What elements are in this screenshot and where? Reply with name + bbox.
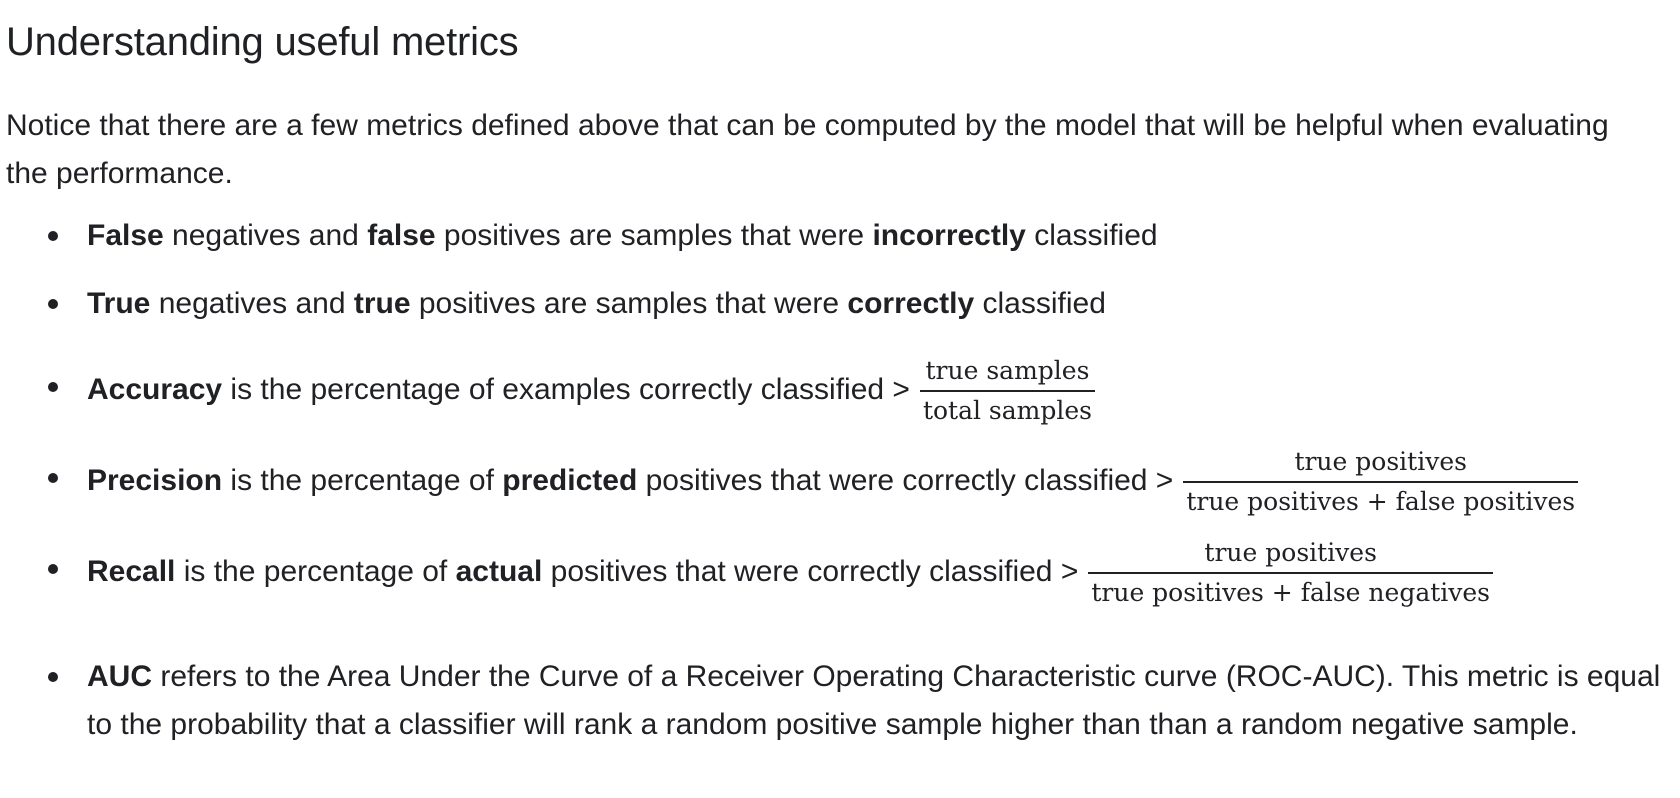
bold-term: Recall xyxy=(87,554,176,588)
bold-term: Accuracy xyxy=(87,372,223,406)
fraction-denominator: true positives + false positives xyxy=(1186,487,1576,516)
fraction-denominator: total samples xyxy=(922,396,1092,425)
bullet-dot xyxy=(48,382,58,392)
text-run: is the percentage of xyxy=(175,554,456,588)
bullet-dot xyxy=(48,231,58,241)
fraction-denominator: true positives + false negatives xyxy=(1091,578,1491,607)
bold-term: incorrectly xyxy=(872,219,1026,252)
bullet-dot xyxy=(48,672,58,682)
text-run: positives are samples that were xyxy=(435,219,873,252)
list-item-text: True negatives and true positives are sa… xyxy=(87,280,1106,328)
bullet-dot xyxy=(48,473,58,483)
text-run: positives that were correctly classified… xyxy=(637,463,1174,497)
fraction-numerator: true positives xyxy=(1183,447,1579,483)
precision-fraction: true positives true positives + false pos… xyxy=(1183,447,1579,517)
text-run: is the percentage of examples correctly … xyxy=(222,372,910,406)
list-item-text: Precision is the percentage of predicted… xyxy=(87,447,1579,517)
list-item-text: Recall is the percentage of actual posit… xyxy=(87,538,1494,608)
text-run: positives that were correctly classified… xyxy=(542,554,1079,588)
bold-term: Precision xyxy=(87,463,223,497)
bold-term: predicted xyxy=(502,463,638,497)
text-run: refers to the Area Under the Curve of a … xyxy=(87,660,1661,741)
bold-term: true xyxy=(353,287,411,320)
text-run: classified xyxy=(974,287,1106,320)
text-run: is the percentage of xyxy=(222,463,503,497)
section-heading: Understanding useful metrics xyxy=(6,20,519,64)
list-item-text: Accuracy is the percentage of examples c… xyxy=(87,356,1095,426)
accuracy-fraction: true samples total samples xyxy=(919,356,1095,426)
text-run: negatives and xyxy=(163,219,368,252)
text-run: negatives and xyxy=(150,287,354,320)
intro-paragraph: Notice that there are a few metrics defi… xyxy=(6,109,1609,190)
bold-term: True xyxy=(87,287,151,320)
bold-term: False xyxy=(87,219,164,252)
bullet-dot xyxy=(48,299,58,309)
bold-term: false xyxy=(367,219,436,252)
text-run: positives are samples that were xyxy=(410,287,848,320)
text-run: classified xyxy=(1025,219,1158,252)
fraction-numerator: true samples xyxy=(919,356,1095,392)
fraction-numerator: true positives xyxy=(1088,538,1494,574)
bold-term: AUC xyxy=(87,660,152,693)
list-item-text: False negatives and false positives are … xyxy=(87,212,1158,260)
bullet-dot xyxy=(48,564,58,574)
bold-term: actual xyxy=(455,554,543,588)
recall-fraction: true positives true positives + false neg… xyxy=(1088,538,1494,608)
list-item-text: AUC refers to the Area Under the Curve o… xyxy=(87,653,1680,749)
bold-term: correctly xyxy=(847,287,975,320)
